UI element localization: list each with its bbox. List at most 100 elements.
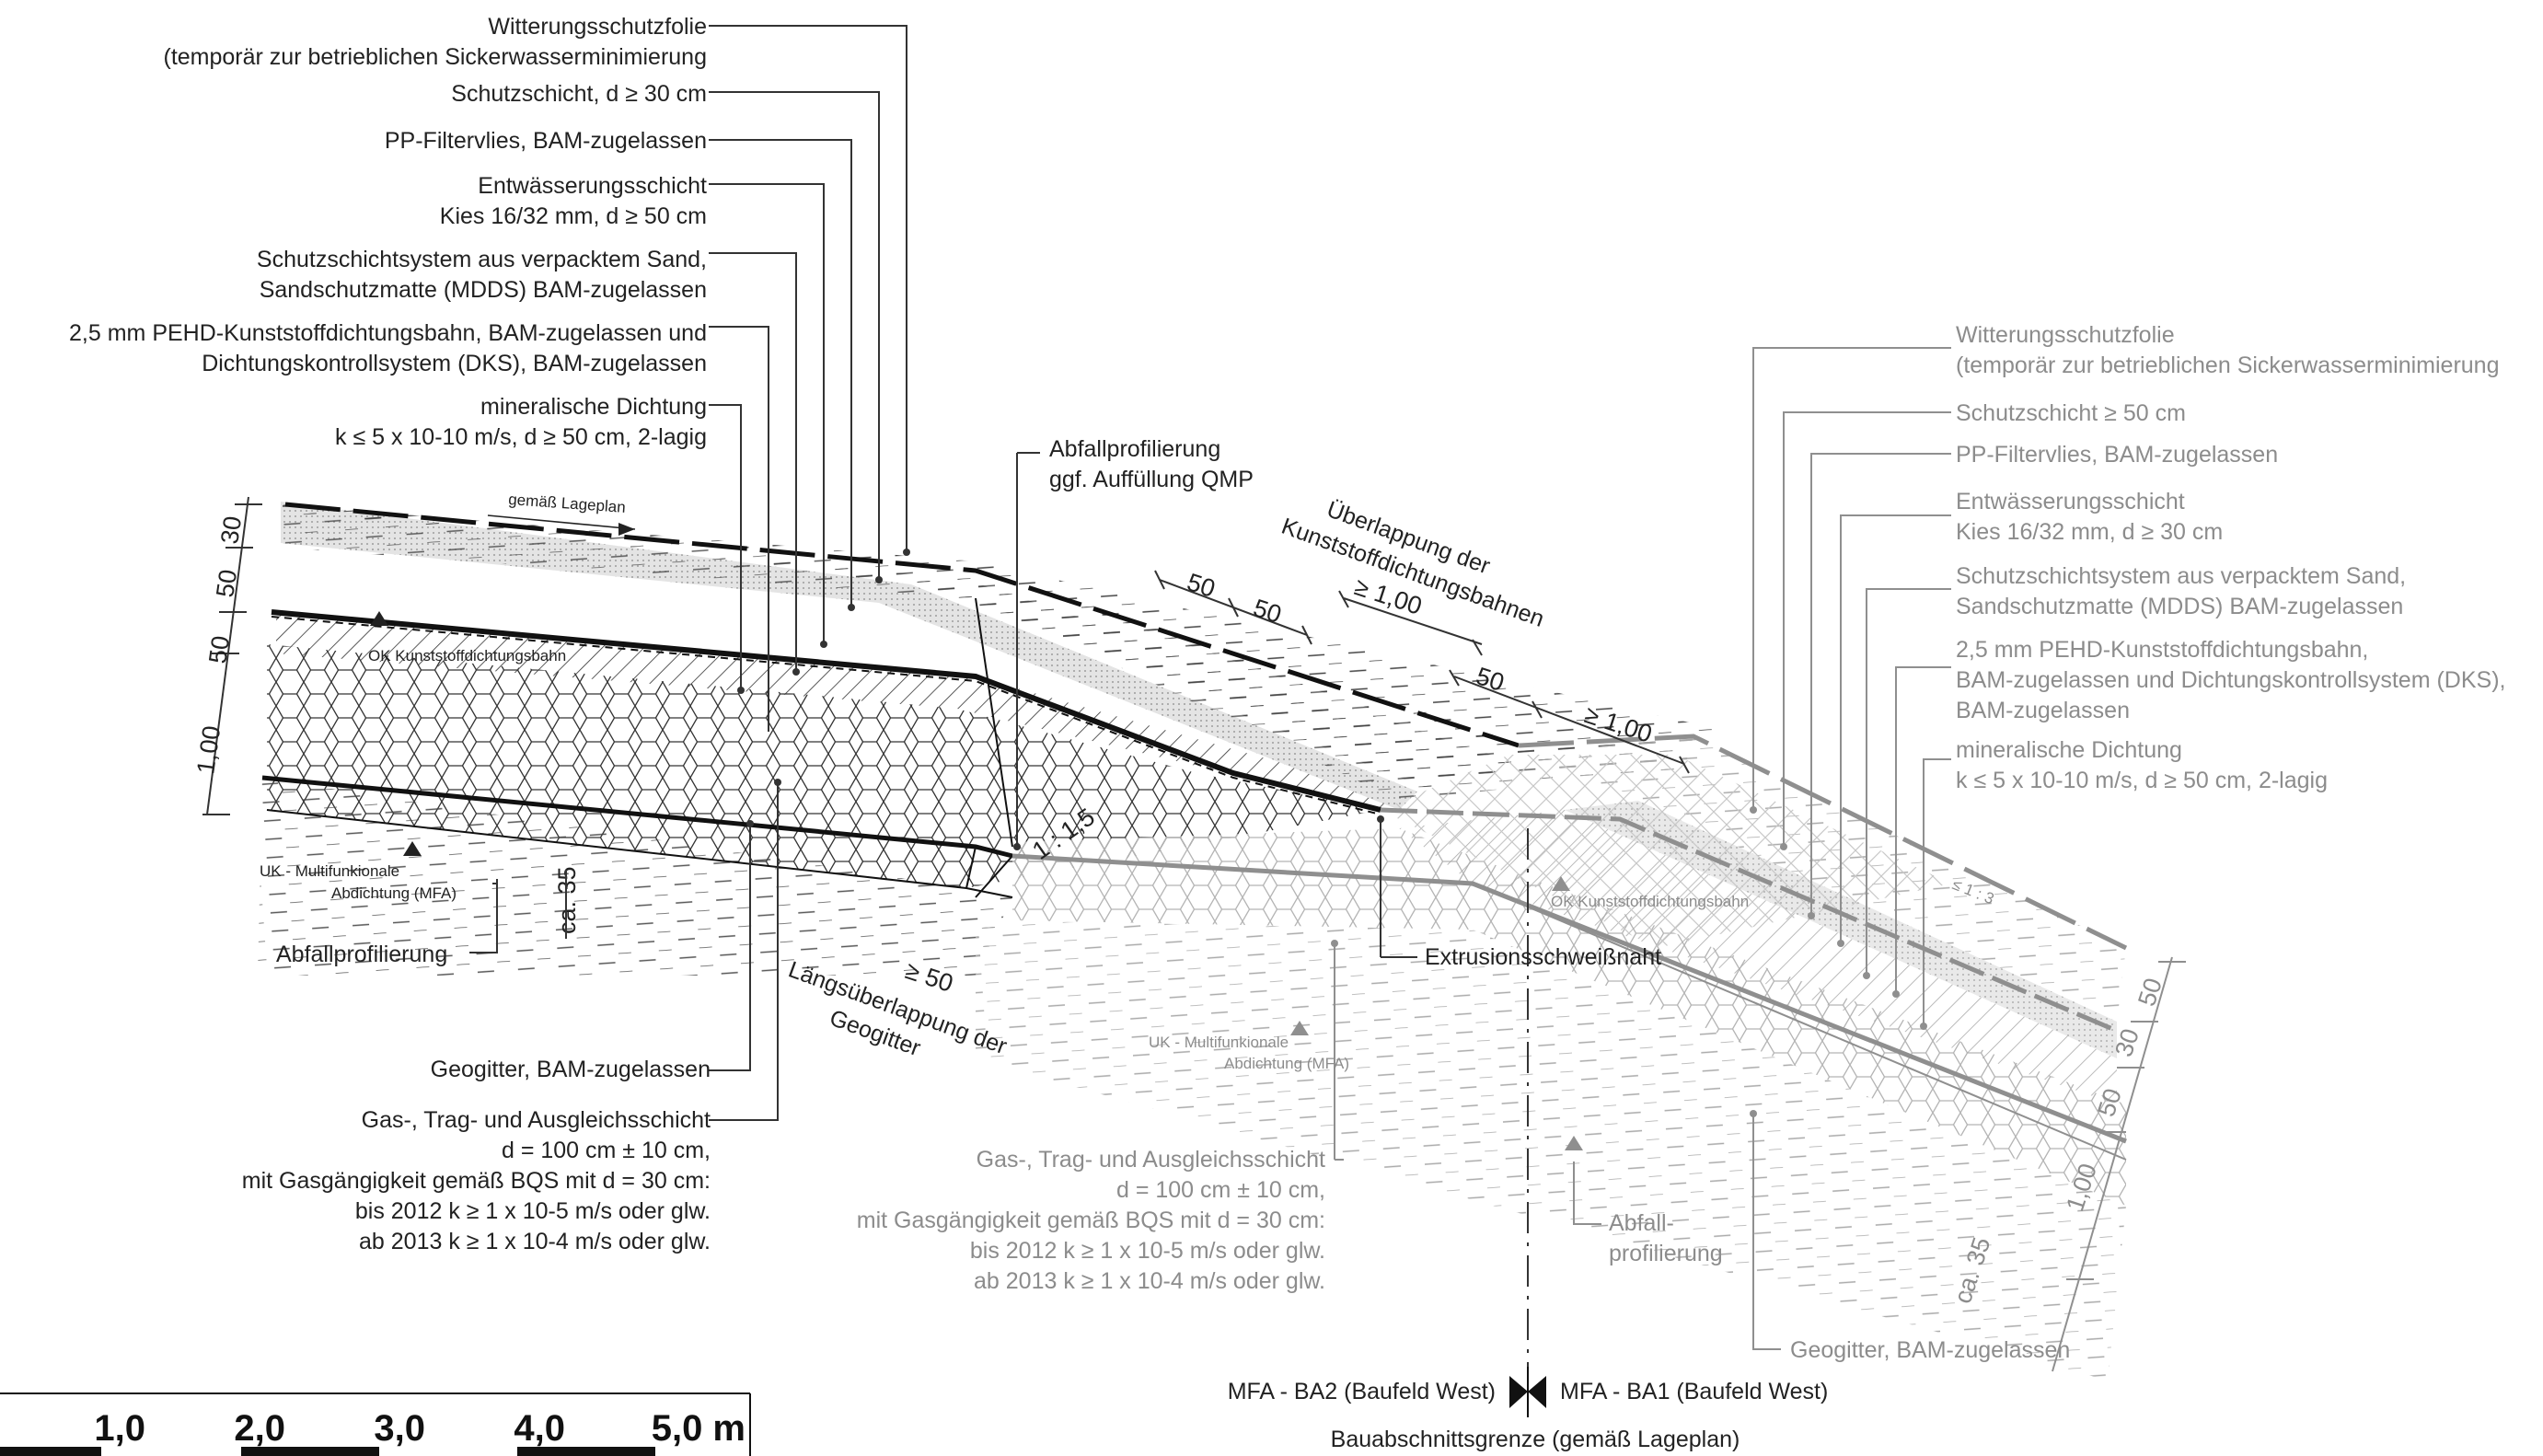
right-heavy-lines [1011,734,2128,1161]
svg-text:UK - Multifunkionale: UK - Multifunkionale [1149,1034,1289,1051]
abfall-right-line-1: Abfall- [1609,1210,1674,1236]
svg-text:ab 2013 k ≥ 1 x 10-4 m/s oder: ab 2013 k ≥ 1 x 10-4 m/s oder glw. [359,1229,711,1254]
right-label-7-line-1: mineralische Dichtung [1956,737,2182,763]
schutz-top [281,504,1693,801]
geogitter-left: Geogitter, BAM-zugelassen [431,1057,711,1082]
svg-text:Geogitter, BAM-zugelassen: Geogitter, BAM-zugelassen [1790,1337,2070,1363]
svg-text:PP-Filtervlies, BAM-zugelassen: PP-Filtervlies, BAM-zugelassen [1956,442,2278,468]
svg-text:(temporär zur betrieblichen Si: (temporär zur betrieblichen Sickerwasser… [164,44,708,70]
ok-kdb-left: OK Kunststoffdichtungsbahn [368,647,566,664]
svg-text:OK Kunststoffdichtungsbahn: OK Kunststoffdichtungsbahn [368,647,566,664]
leader-dots [737,549,1384,850]
scale-bar: 1,0 2,0 3,0 4,0 5,0 m [0,1392,751,1456]
top-dimensions [1154,570,1690,774]
left-label-4-line-2: Kies 16/32 mm, d ≥ 50 cm [440,203,707,229]
svg-text:OK Kunststoffdichtungsbahn: OK Kunststoffdichtungsbahn [1551,893,1749,910]
boundary-marker [1509,1367,1546,1417]
svg-text:ggf. Auffüllung QMP: ggf. Auffüllung QMP [1049,467,1254,492]
left-label-7-line-2: k ≤ 5 x 10-10 m/s, d ≥ 50 cm, 2-lagig [335,424,707,450]
svg-text:Entwässerungsschicht: Entwässerungsschicht [478,173,707,199]
svg-text:2,0: 2,0 [234,1408,285,1449]
right-label-4-line-1: Entwässerungsschicht [1956,489,2185,514]
svg-text:1,00: 1,00 [191,724,225,776]
uk-mfa-right-line-1: UK - Multifunkionale [1149,1034,1289,1051]
svg-text:PP-Filtervlies, BAM-zugelassen: PP-Filtervlies, BAM-zugelassen [385,128,707,154]
right-label-1-line-1: Witterungsschutzfolie [1956,322,2175,348]
svg-text:profilierung: profilierung [1609,1241,1723,1266]
right-label-6-line-2: BAM-zugelassen und Dichtungskontrollsyst… [1956,667,2505,693]
right-label-2: Schutzschicht ≥ 50 cm [1956,400,2186,426]
uk-mfa-left-line-1: UK - Multifunkionale [260,862,399,880]
svg-text:30: 30 [215,514,247,546]
svg-text:Schutzschichtsystem aus verpac: Schutzschichtsystem aus verpacktem Sand, [1956,563,2406,589]
right-leaders [1334,347,1951,1350]
left-label-4-line-1: Entwässerungsschicht [478,173,707,199]
svg-text:gemäß Lageplan: gemäß Lageplan [508,491,627,516]
svg-text:1,0: 1,0 [94,1408,145,1449]
svg-text:Witterungsschutzfolie: Witterungsschutzfolie [1956,322,2175,348]
svg-text:mit Gasgängigkeit gemäß BQS mi: mit Gasgängigkeit gemäß BQS mit d = 30 c… [857,1208,1325,1233]
boundary-left-label: MFA - BA2 (Baufeld West) [1228,1379,1496,1404]
svg-text:Gas-, Trag- und Ausgleichsschi: Gas-, Trag- und Ausgleichsschicht [977,1147,1325,1173]
right-dimension-line [2052,956,2186,1372]
uk-mfa-right-line-2: Abdichtung (MFA) [1224,1055,1349,1072]
svg-text:mineralische Dichtung: mineralische Dichtung [1956,737,2182,763]
left-label-3: PP-Filtervlies, BAM-zugelassen [385,128,707,154]
svg-text:BAM-zugelassen und Dichtungsko: BAM-zugelassen und Dichtungskontrollsyst… [1956,667,2505,693]
ok-kdb-right: OK Kunststoffdichtungsbahn [1551,893,1749,910]
svg-text:50: 50 [203,634,235,665]
svg-text:k ≤ 5 x 10-10 m/s, d ≥ 50 cm,: k ≤ 5 x 10-10 m/s, d ≥ 50 cm, 2-lagig [335,424,707,450]
right-layers [976,736,2126,1381]
svg-text:Geogitter, BAM-zugelassen: Geogitter, BAM-zugelassen [431,1057,711,1082]
svg-text:Kies 16/32 mm, d ≥ 50 cm: Kies 16/32 mm, d ≥ 50 cm [440,203,707,229]
svg-text:Sandschutzmatte (MDDS) BAM-zug: Sandschutzmatte (MDDS) BAM-zugelassen [260,277,707,303]
left-label-6-line-1: 2,5 mm PEHD-Kunststoffdichtungsbahn, BAM… [69,320,707,346]
abfall-right-line-2: profilierung [1609,1241,1723,1266]
boundary-caption: Bauabschnittsgrenze (gemäß Lageplan) [1331,1427,1740,1452]
right-label-1-line-2: (temporär zur betrieblichen Sickerwasser… [1956,352,2500,378]
ok-triangle-left [370,611,388,626]
svg-text:(temporär zur betrieblichen Si: (temporär zur betrieblichen Sickerwasser… [1956,352,2500,378]
left-label-5-line-1: Schutzschichtsystem aus verpacktem Sand, [257,247,707,272]
left-label-2: Schutzschicht, d ≥ 30 cm [451,81,707,107]
boundary-right-label: MFA - BA1 (Baufeld West) [1560,1379,1828,1404]
svg-text:k ≤ 5 x 10-10 m/s, d ≥ 50 cm,: k ≤ 5 x 10-10 m/s, d ≥ 50 cm, 2-lagig [1956,768,2328,793]
gemaess-lageplan: gemäß Lageplan [508,491,627,516]
svg-text:Bauabschnittsgrenze (gemäß Lag: Bauabschnittsgrenze (gemäß Lageplan) [1331,1427,1740,1452]
svg-text:UK - Multifunkionale: UK - Multifunkionale [260,862,399,880]
left-leaders [469,25,1417,1121]
svg-text:d = 100 cm ± 10 cm,: d = 100 cm ± 10 cm, [1116,1177,1325,1203]
abfall-layer-left [258,778,1012,976]
svg-text:Extrusionsschweißnaht: Extrusionsschweißnaht [1425,944,1661,970]
extrusion-label: Extrusionsschweißnaht [1425,944,1661,970]
right-label-group: Witterungsschutzfolie (temporär zur betr… [1956,322,2505,793]
svg-text:MFA - BA2 (Baufeld West): MFA - BA2 (Baufeld West) [1228,1379,1496,1404]
svg-text:ab 2013 k ≥ 1 x 10-4 m/s oder: ab 2013 k ≥ 1 x 10-4 m/s oder glw. [974,1268,1325,1294]
right-dim-labels: 50 30 50 1,00 [2061,975,2167,1215]
svg-text:Kies 16/32 mm, d ≥ 30 cm: Kies 16/32 mm, d ≥ 30 cm [1956,519,2223,545]
geogitter-right: Geogitter, BAM-zugelassen [1790,1337,2070,1363]
laengs-label: Längsüberlappung der Geogitter [785,956,1011,1061]
left-label-6-line-2: Dichtungskontrollsystem (DKS), BAM-zugel… [202,351,707,376]
abfall-triangle-right [1565,1136,1583,1150]
right-label-3: PP-Filtervlies, BAM-zugelassen [1956,442,2278,468]
scale-label-1: 1,0 [94,1408,145,1449]
right-label-7-line-2: k ≤ 5 x 10-10 m/s, d ≥ 50 cm, 2-lagig [1956,768,2328,793]
right-label-6-line-1: 2,5 mm PEHD-Kunststoffdichtungsbahn, [1956,637,2368,663]
scale-label-4: 4,0 [514,1408,565,1449]
svg-text:BAM-zugelassen: BAM-zugelassen [1956,698,2130,723]
svg-text:Abfallprofilierung: Abfallprofilierung [276,942,447,967]
scale-label-2: 2,0 [234,1408,285,1449]
left-label-5-line-2: Sandschutzmatte (MDDS) BAM-zugelassen [260,277,707,303]
bottom-left-block: Geogitter, BAM-zugelassen Gas-, Trag- un… [242,1057,711,1254]
svg-text:Schutzschicht, d ≥ 30 cm: Schutzschicht, d ≥ 30 cm [451,81,707,107]
right-label-5-line-1: Schutzschichtsystem aus verpacktem Sand, [1956,563,2406,589]
ok-triangle-right [1552,876,1570,891]
svg-text:50: 50 [1184,568,1219,603]
right-label-5-line-2: Sandschutzmatte (MDDS) BAM-zugelassen [1956,594,2403,619]
right-label-6-line-3: BAM-zugelassen [1956,698,2130,723]
svg-text:50: 50 [211,568,242,599]
svg-text:5,0 m: 5,0 m [652,1408,746,1449]
svg-text:3,0: 3,0 [374,1408,425,1449]
